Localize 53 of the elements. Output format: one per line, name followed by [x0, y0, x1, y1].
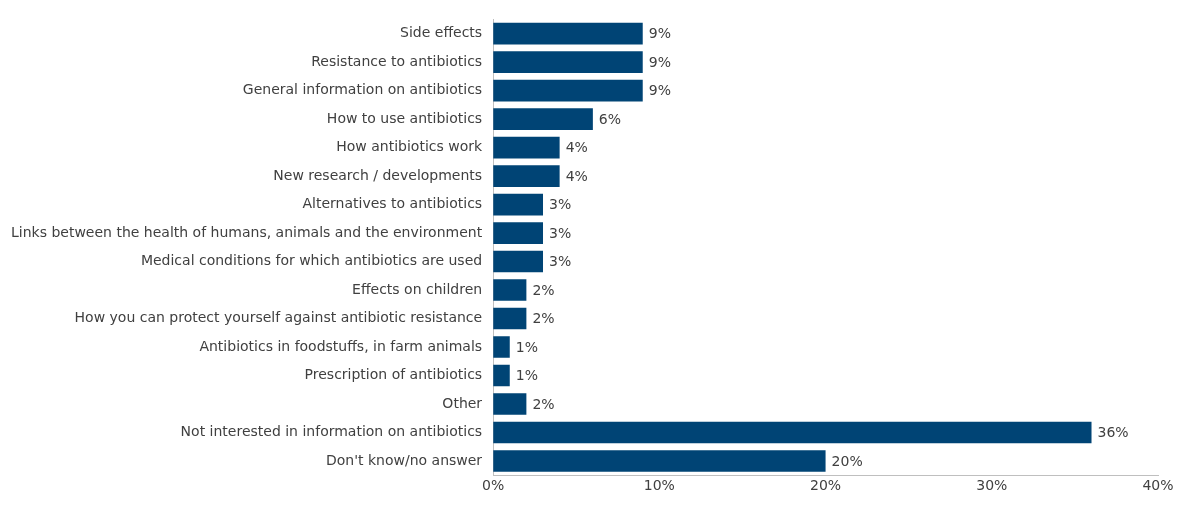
data-label: 9% [648, 82, 671, 99]
bar [493, 421, 1092, 444]
y-tick-label: How you can protect yourself against antibiotic resistance [74, 309, 483, 326]
data-label: 1% [515, 338, 538, 355]
bar [493, 193, 543, 216]
bar [493, 450, 826, 472]
data-label: 9% [648, 25, 671, 42]
data-label: 2% [532, 395, 555, 412]
data-label: 36% [1097, 424, 1129, 441]
data-label: 9% [648, 53, 671, 70]
bar [493, 307, 527, 330]
x-tick-label: 30% [976, 477, 1008, 494]
data-label: 4% [565, 139, 588, 156]
y-tick-label: Alternatives to antibiotics [302, 195, 483, 212]
data-label: 4% [565, 167, 588, 184]
y-tick-label: Don't know/no answer [325, 451, 483, 468]
y-tick-label: Medical conditions for which antibiotics are used [140, 252, 483, 269]
y-tick-label: Antibiotics in foodstuffs, in farm animals [199, 337, 483, 354]
bar [493, 51, 643, 73]
data-label: 2% [532, 310, 555, 327]
y-tick-label: How antibiotics work [336, 138, 484, 155]
bar [493, 279, 527, 301]
bar [493, 22, 643, 45]
data-label: 3% [549, 224, 572, 241]
data-label: 3% [549, 253, 572, 270]
y-tick-label: Effects on children [352, 280, 483, 297]
bar [493, 336, 510, 358]
bar [493, 364, 510, 387]
data-label: 20% [831, 452, 863, 469]
x-tick-label: 40% [1142, 477, 1174, 494]
y-tick-label: Resistance to antibiotics [311, 52, 483, 69]
bar [493, 250, 543, 273]
bar [493, 393, 527, 415]
y-tick-label: New research / developments [273, 166, 483, 183]
bar [493, 165, 560, 187]
data-label: 6% [598, 110, 622, 127]
y-tick-label: Prescription of antibiotics [304, 366, 483, 383]
x-tick-label: 20% [810, 477, 842, 494]
bar [493, 108, 593, 130]
bar [493, 222, 543, 244]
data-label: 1% [515, 367, 538, 384]
y-tick-label: Not interested in information on antibiotics [180, 423, 483, 440]
data-label: 3% [549, 196, 572, 213]
data-label: 2% [532, 281, 555, 298]
y-tick-label: Other [442, 394, 483, 411]
y-tick-label: Links between the health of humans, animals and the environment [11, 223, 483, 240]
y-tick-label: General information on antibiotics [242, 81, 483, 98]
bar [493, 136, 560, 159]
x-tick-label: 0% [482, 477, 505, 494]
y-tick-label: How to use antibiotics [326, 109, 483, 126]
bar [493, 79, 643, 102]
y-tick-label: Side effects [400, 24, 483, 41]
x-tick-label: 10% [643, 477, 675, 494]
